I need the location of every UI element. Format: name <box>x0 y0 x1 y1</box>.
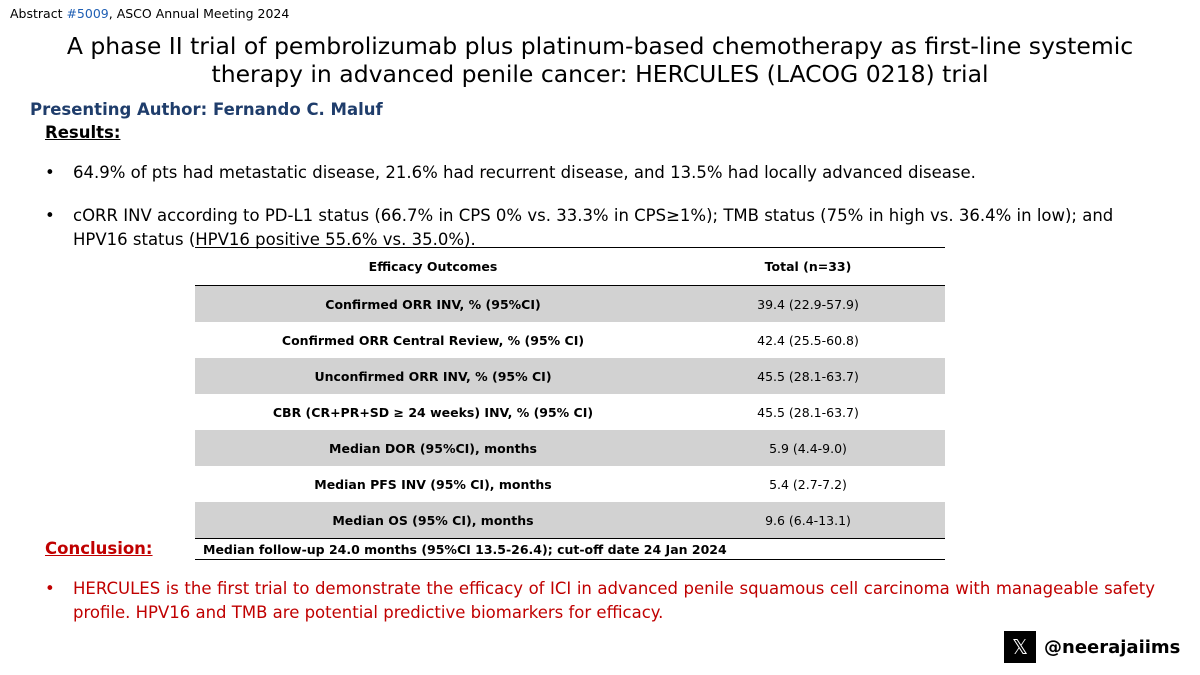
results-bullet-text: cORR INV according to PD-L1 status (66.7… <box>73 206 1114 249</box>
row-value: 5.9 (4.4-9.0) <box>769 440 847 456</box>
x-logo-icon: 𝕏 <box>1004 631 1036 663</box>
table-row: Confirmed ORR INV, % (95%CI) 39.4 (22.9-… <box>195 286 945 322</box>
row-value: 9.6 (6.4-13.1) <box>765 512 851 528</box>
row-value: 42.4 (25.5-60.8) <box>757 332 859 348</box>
efficacy-table: Efficacy Outcomes Total (n=33) Confirmed… <box>195 247 945 560</box>
row-value: 5.4 (2.7-7.2) <box>769 476 847 492</box>
bullet-dot-icon: • <box>45 206 55 225</box>
row-label: Median OS (95% CI), months <box>332 512 534 528</box>
conclusion-bullet: • HERCULES is the first trial to demonst… <box>45 577 1155 625</box>
table-row: CBR (CR+PR+SD ≥ 24 weeks) INV, % (95% CI… <box>195 394 945 430</box>
table-footnote: Median follow-up 24.0 months (95%CI 13.5… <box>195 538 945 560</box>
header-total: Total (n=33) <box>764 259 852 274</box>
presenting-author: Presenting Author: Fernando C. Maluf <box>30 100 383 119</box>
results-bullet-2: • cORR INV according to PD-L1 status (66… <box>45 204 1155 252</box>
social-handle-badge[interactable]: 𝕏 @neerajaiims <box>1004 631 1180 663</box>
row-label: Unconfirmed ORR INV, % (95% CI) <box>314 368 552 384</box>
abstract-number-link[interactable]: #5009 <box>66 6 109 21</box>
table-row: Confirmed ORR Central Review, % (95% CI)… <box>195 322 945 358</box>
meeting-name: , ASCO Annual Meeting 2024 <box>108 6 290 21</box>
row-label: Confirmed ORR Central Review, % (95% CI) <box>281 332 585 348</box>
abstract-prefix: Abstract <box>10 6 67 21</box>
results-bullet-1: • 64.9% of pts had metastatic disease, 2… <box>45 161 1155 185</box>
table-row: Median DOR (95%CI), months 5.9 (4.4-9.0) <box>195 430 945 466</box>
bullet-dot-icon: • <box>45 163 55 182</box>
table-row: Median PFS INV (95% CI), months 5.4 (2.7… <box>195 466 945 502</box>
slide-title: A phase II trial of pembrolizumab plus p… <box>66 32 1134 88</box>
social-handle[interactable]: @neerajaiims <box>1044 636 1181 658</box>
row-label: Confirmed ORR INV, % (95%CI) <box>325 296 541 312</box>
row-value: 45.5 (28.1-63.7) <box>757 404 859 420</box>
row-label: CBR (CR+PR+SD ≥ 24 weeks) INV, % (95% CI… <box>272 404 594 420</box>
row-label: Median DOR (95%CI), months <box>329 440 537 456</box>
row-value: 39.4 (22.9-57.9) <box>757 296 859 312</box>
conclusion-heading: Conclusion: <box>45 539 153 558</box>
results-bullet-text: 64.9% of pts had metastatic disease, 21.… <box>73 163 976 182</box>
abstract-reference: Abstract #5009, ASCO Annual Meeting 2024 <box>10 6 289 21</box>
table-header-row: Efficacy Outcomes Total (n=33) <box>195 248 945 285</box>
table-row: Median OS (95% CI), months 9.6 (6.4-13.1… <box>195 502 945 538</box>
results-heading: Results: <box>45 123 121 142</box>
bullet-dot-icon: • <box>45 579 55 598</box>
table-top-rule <box>195 247 945 248</box>
conclusion-bullet-text: HERCULES is the first trial to demonstra… <box>73 579 1155 622</box>
table-header-rule <box>195 285 945 286</box>
header-efficacy-outcomes: Efficacy Outcomes <box>368 259 498 274</box>
row-label: Median PFS INV (95% CI), months <box>314 476 552 492</box>
row-value: 45.5 (28.1-63.7) <box>757 368 859 384</box>
table-row: Unconfirmed ORR INV, % (95% CI) 45.5 (28… <box>195 358 945 394</box>
